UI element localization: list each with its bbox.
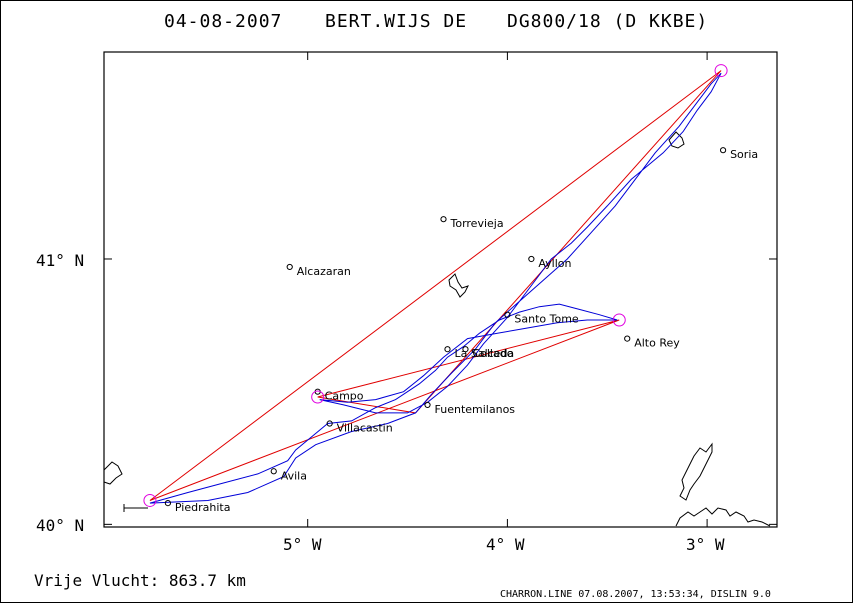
lon-label-5w: 5° W bbox=[283, 535, 322, 554]
place-dot bbox=[326, 420, 333, 427]
lon-label-3w: 3° W bbox=[686, 535, 725, 554]
terrain-outlines bbox=[103, 131, 771, 527]
place-dot bbox=[719, 147, 727, 154]
turnpoint-circle bbox=[143, 493, 157, 507]
place-label: Torrevieja bbox=[449, 217, 503, 230]
title-pilot: BERT.WIJS DE bbox=[325, 11, 467, 32]
place-marker: Villacastin bbox=[326, 420, 393, 435]
lake-outline bbox=[668, 131, 685, 149]
place-dot bbox=[286, 263, 293, 271]
place-dot bbox=[504, 311, 511, 318]
place-marker: Alcazaran bbox=[286, 263, 351, 278]
course-line bbox=[149, 70, 722, 501]
place-marker: Ayllon bbox=[528, 255, 571, 270]
lat-label-41: 41° N bbox=[36, 251, 84, 270]
place-dot bbox=[270, 468, 277, 475]
turnpoint-circle bbox=[714, 64, 728, 78]
place-marker: Soria bbox=[719, 147, 758, 161]
place-dot bbox=[624, 335, 631, 342]
river-outline bbox=[679, 442, 713, 501]
place-marker: Fuentemilanos bbox=[424, 401, 516, 416]
place-dot bbox=[164, 500, 172, 507]
river-outline bbox=[675, 507, 771, 527]
place-marker: Collado bbox=[462, 346, 514, 360]
lake-outline bbox=[103, 461, 123, 485]
title: 04-08-2007 BERT.WIJS DE DG800/18 (D KKBE… bbox=[164, 11, 708, 32]
place-marker: Alto Rey bbox=[624, 335, 680, 350]
place-marker: Piedrahita bbox=[164, 500, 231, 514]
place-marker: Torrevieja bbox=[440, 216, 504, 230]
place-label: Piedrahita bbox=[175, 501, 231, 514]
place-label: Fuentemilanos bbox=[435, 403, 516, 416]
credit-text: CHARRON.LINE 07.08.2007, 13:53:34, DISLI… bbox=[500, 589, 771, 600]
place-marker: Santo Tome bbox=[504, 311, 579, 326]
place-label: Alto Rey bbox=[634, 337, 680, 350]
place-label: La Salceda bbox=[454, 347, 514, 360]
place-label: Villacastin bbox=[337, 422, 393, 435]
flight-track bbox=[149, 72, 722, 504]
lon-label-4w: 4° W bbox=[486, 535, 525, 554]
lat-label-40: 40° N bbox=[36, 516, 84, 535]
place-label: Santo Tome bbox=[514, 313, 579, 326]
turnpoint-circle bbox=[612, 313, 626, 327]
title-date: 04-08-2007 bbox=[164, 11, 282, 32]
place-dot bbox=[440, 216, 447, 223]
place-label: Soria bbox=[730, 148, 758, 161]
lake-outline bbox=[448, 273, 469, 298]
axis-ticks bbox=[104, 52, 777, 527]
place-marker: Avila bbox=[270, 468, 307, 482]
distance-text: Vrije Vlucht: 863.7 km bbox=[34, 571, 246, 590]
place-dot bbox=[462, 346, 469, 353]
place-label: Ayllon bbox=[538, 257, 571, 270]
place-marker: La Salceda bbox=[444, 346, 514, 360]
place-dot bbox=[528, 255, 535, 263]
axis-labels: 41° N 40° N 5° W 4° W 3° W bbox=[36, 251, 725, 554]
scale-marker bbox=[123, 504, 148, 512]
places-layer: Soria Torrevieja Alcazaran Ayllon Santo Tome… bbox=[164, 147, 758, 514]
place-dot bbox=[424, 401, 431, 409]
place-dot bbox=[444, 346, 451, 353]
place-label: Avila bbox=[281, 469, 307, 482]
turnpoints-layer bbox=[143, 64, 728, 507]
place-label: Alcazaran bbox=[297, 265, 351, 278]
plot-frame bbox=[103, 51, 778, 528]
title-glider: DG800/18 (D KKBE) bbox=[507, 11, 708, 32]
place-label: Campo bbox=[325, 390, 364, 403]
place-label: Collado bbox=[472, 347, 513, 360]
turnpoint-circle bbox=[311, 390, 325, 404]
